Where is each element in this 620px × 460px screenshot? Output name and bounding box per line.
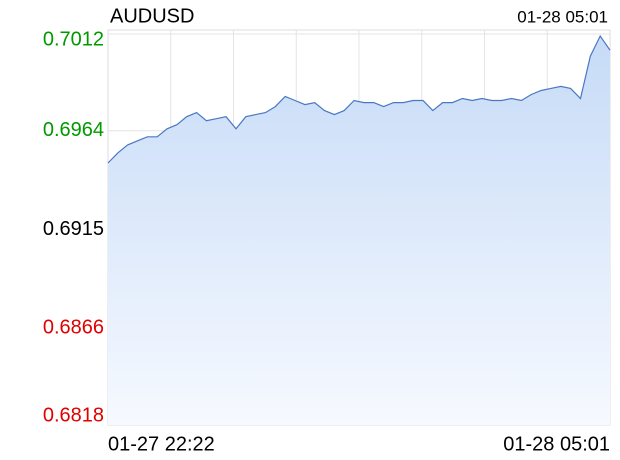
last-time: 01-28 05:01 — [517, 7, 608, 26]
x-tick-label: 01-28 05:01 — [503, 433, 610, 455]
price-line — [107, 34, 611, 164]
y-tick-label: 0.6915 — [43, 218, 104, 240]
y-tick-label: 0.6818 — [43, 404, 104, 426]
y-tick-label: 0.7012 — [43, 28, 104, 50]
area — [108, 36, 610, 425]
x-tick-label: 01-27 22:22 — [108, 433, 215, 455]
y-tick-label: 0.6866 — [43, 317, 104, 339]
chart-title: AUDUSD — [110, 5, 194, 27]
y-tick-label: 0.6964 — [43, 119, 104, 141]
